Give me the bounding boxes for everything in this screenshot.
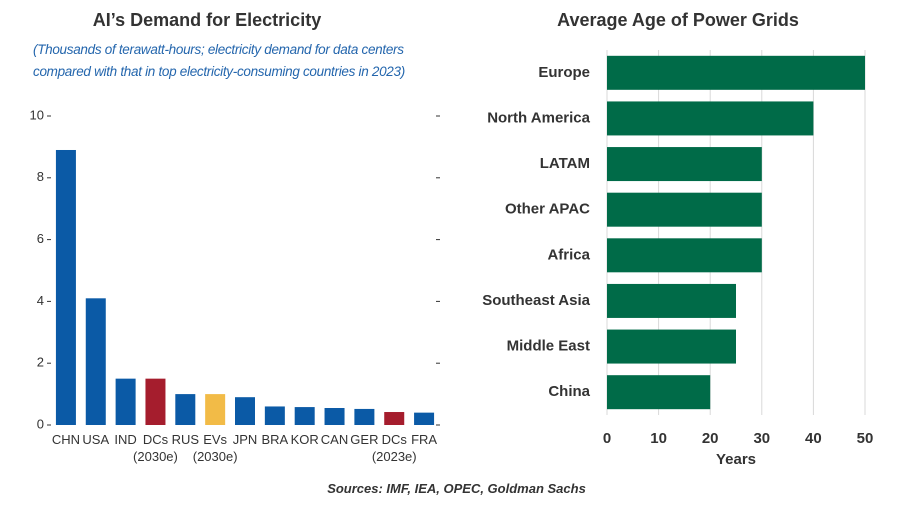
x-tick-label: RUS <box>171 432 200 447</box>
chart-title: AI’s Demand for Electricity <box>93 10 321 30</box>
bar <box>115 378 136 425</box>
bar <box>607 55 865 90</box>
bar <box>85 298 106 425</box>
x-tick-label: DCs (2030e) <box>133 432 178 464</box>
y-tick-label: 0 <box>37 416 44 431</box>
source-note: Sources: IMF, IEA, OPEC, Goldman Sachs <box>327 481 586 496</box>
x-tick-label: IND <box>114 432 137 447</box>
x-tick-label: 30 <box>753 430 770 447</box>
y-tick-label: LATAM <box>540 155 590 172</box>
y-tick-label: 4 <box>37 293 44 308</box>
y-tick-label: North America <box>487 109 590 126</box>
bar <box>354 408 375 425</box>
bar <box>324 408 345 425</box>
bar <box>175 394 196 425</box>
y-tick-label: 6 <box>37 231 44 246</box>
x-tick-label: CHN <box>51 432 80 447</box>
y-tick-label: Southeast Asia <box>482 292 590 309</box>
y-tick-label: China <box>548 383 590 400</box>
x-tick-label: BRA <box>261 432 289 447</box>
x-tick-label: USA <box>82 432 110 447</box>
bar <box>607 101 814 136</box>
y-tick-label: Europe <box>538 64 590 81</box>
x-tick-label: EVs (2030e) <box>192 432 238 464</box>
y-tick-label: Africa <box>547 246 590 263</box>
bar <box>607 192 762 227</box>
y-tick-label: Middle East <box>507 338 590 355</box>
bar <box>414 412 435 425</box>
chart-title: Average Age of Power Grids <box>557 10 799 30</box>
x-tick-label: 40 <box>805 430 822 447</box>
x-axis-label: Years <box>716 451 756 468</box>
chart-subtitle: (Thousands of terawatt-hours; electricit… <box>33 42 405 79</box>
bar <box>384 412 405 425</box>
bar <box>145 378 166 425</box>
bar <box>607 375 711 410</box>
x-tick-label: JPN <box>232 432 258 447</box>
x-tick-label: 20 <box>702 430 719 447</box>
bar <box>607 329 736 364</box>
x-tick-label: 10 <box>650 430 667 447</box>
bar <box>294 407 315 425</box>
y-tick-label: 2 <box>37 355 44 370</box>
bar <box>607 147 762 182</box>
bar <box>235 397 255 425</box>
x-tick-label: GER <box>350 432 379 447</box>
bar <box>264 406 285 425</box>
bar <box>607 238 762 273</box>
bar <box>205 394 226 425</box>
y-tick-label: 10 <box>30 107 44 122</box>
y-tick-label: 8 <box>37 169 44 184</box>
x-tick-label: KOR <box>290 432 319 447</box>
y-tick-label: Other APAC <box>505 201 590 218</box>
bar <box>55 149 76 426</box>
x-tick-label: 50 <box>857 430 874 447</box>
x-tick-label: 0 <box>603 430 611 447</box>
bar <box>607 283 736 318</box>
x-tick-label: FRA <box>411 432 438 447</box>
x-tick-label: DCs (2023e) <box>371 432 417 464</box>
x-tick-label: CAN <box>320 432 349 447</box>
